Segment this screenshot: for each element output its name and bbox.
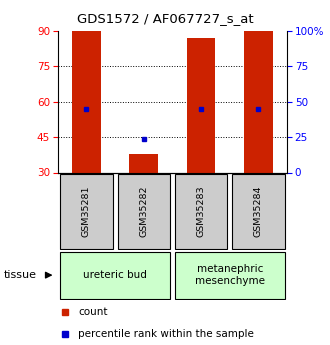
Text: metanephric
mesenchyme: metanephric mesenchyme [195,264,265,286]
Text: GDS1572 / AF067727_s_at: GDS1572 / AF067727_s_at [77,12,253,25]
Bar [232,174,284,249]
Bar [60,174,113,249]
Bar [72,31,101,172]
Bar [187,38,215,172]
Bar [118,174,170,249]
Text: GSM35284: GSM35284 [254,186,263,237]
Text: percentile rank within the sample: percentile rank within the sample [79,329,254,339]
Text: GSM35283: GSM35283 [197,186,206,237]
Text: ureteric bud: ureteric bud [83,270,147,280]
Text: count: count [79,307,108,317]
Bar [60,252,170,299]
Text: tissue: tissue [3,270,36,280]
Text: GSM35282: GSM35282 [139,186,148,237]
Bar [244,31,273,172]
Bar [175,174,227,249]
Bar [175,252,284,299]
Text: GSM35281: GSM35281 [82,186,91,237]
Bar [129,154,158,172]
